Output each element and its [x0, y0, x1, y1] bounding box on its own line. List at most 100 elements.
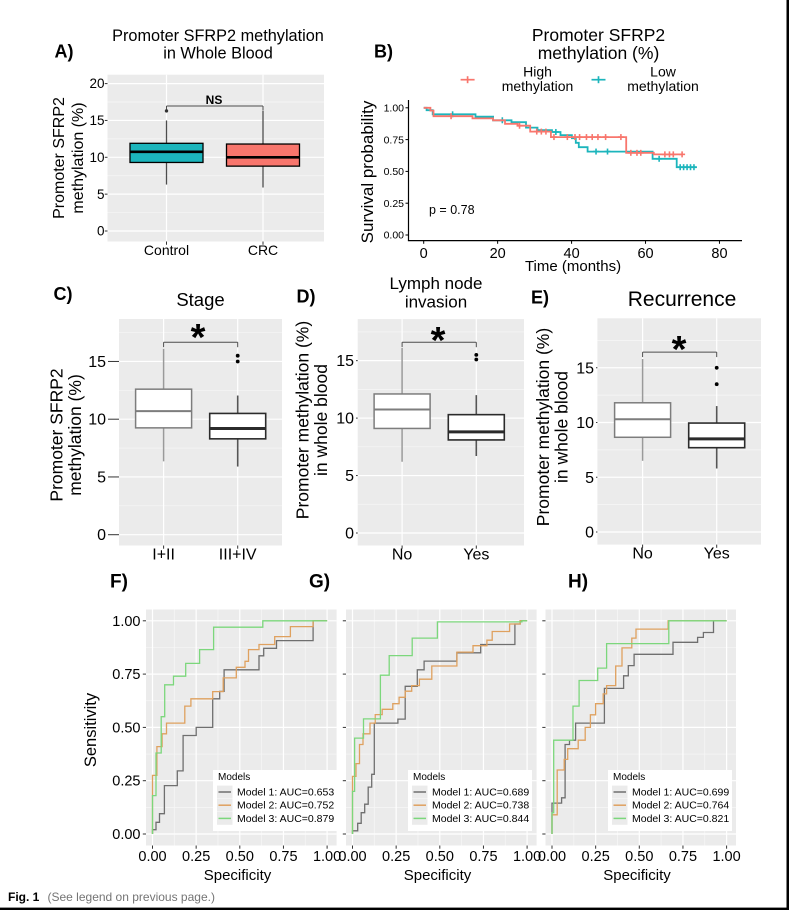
svg-text:10: 10 — [89, 150, 104, 165]
svg-text:*: * — [431, 320, 446, 362]
svg-text:5: 5 — [97, 469, 106, 486]
svg-text:Survival probability: Survival probability — [358, 100, 377, 243]
svg-text:10: 10 — [336, 411, 354, 428]
svg-text:in whole blood: in whole blood — [311, 364, 331, 476]
svg-text:methylation: methylation — [502, 78, 574, 94]
svg-text:B): B) — [374, 42, 393, 62]
svg-text:Fig. 1: Fig. 1 — [8, 890, 40, 904]
svg-text:15: 15 — [576, 360, 594, 377]
svg-text:E): E) — [531, 288, 549, 308]
svg-text:Model 2: AUC=0.764: Model 2: AUC=0.764 — [632, 800, 729, 812]
svg-text:I+II: I+II — [152, 547, 175, 564]
svg-text:10: 10 — [88, 412, 106, 429]
svg-text:Promoter SFRP2: Promoter SFRP2 — [51, 97, 68, 219]
svg-text:15: 15 — [336, 353, 354, 370]
svg-text:F): F) — [110, 572, 128, 593]
svg-text:methylation (%): methylation (%) — [65, 374, 85, 496]
svg-text:Model 1: AUC=0.699: Model 1: AUC=0.699 — [632, 787, 729, 799]
svg-text:0: 0 — [420, 246, 428, 262]
svg-text:Sensitivity: Sensitivity — [82, 692, 100, 767]
svg-text:H): H) — [568, 572, 588, 593]
svg-text:Time (months): Time (months) — [525, 258, 621, 275]
svg-text:invasion: invasion — [405, 293, 467, 312]
svg-text:1.00: 1.00 — [712, 849, 740, 865]
svg-text:5: 5 — [345, 468, 354, 485]
svg-text:1.00: 1.00 — [384, 103, 405, 115]
svg-text:Promoter SFRP2: Promoter SFRP2 — [532, 25, 665, 45]
svg-text:0.50: 0.50 — [226, 849, 254, 865]
svg-text:p = 0.78: p = 0.78 — [429, 203, 475, 217]
svg-text:0.25: 0.25 — [112, 774, 140, 790]
svg-text:0.50: 0.50 — [625, 849, 653, 865]
svg-text:0: 0 — [97, 527, 106, 544]
svg-text:*: * — [672, 329, 687, 371]
svg-text:No: No — [632, 546, 653, 563]
svg-text:0.75: 0.75 — [384, 134, 405, 146]
svg-text:0.00: 0.00 — [538, 849, 566, 865]
svg-text:Model 2: AUC=0.752: Model 2: AUC=0.752 — [237, 800, 334, 812]
svg-text:0.25: 0.25 — [582, 849, 610, 865]
svg-text:Lymph node: Lymph node — [390, 274, 483, 293]
svg-text:Model 3: AUC=0.844: Model 3: AUC=0.844 — [432, 813, 529, 825]
svg-text:NS: NS — [206, 93, 223, 107]
svg-text:0.00: 0.00 — [138, 849, 166, 865]
svg-text:5: 5 — [97, 187, 105, 202]
svg-text:0.00: 0.00 — [338, 849, 366, 865]
svg-text:15: 15 — [88, 354, 106, 371]
svg-text:Models: Models — [218, 772, 250, 783]
svg-text:0.50: 0.50 — [426, 849, 454, 865]
svg-text:15: 15 — [89, 113, 104, 128]
svg-text:Yes: Yes — [463, 547, 489, 564]
svg-text:0.50: 0.50 — [112, 720, 140, 736]
svg-text:0: 0 — [97, 224, 105, 239]
svg-text:No: No — [392, 547, 413, 564]
svg-text:0.25: 0.25 — [384, 198, 405, 210]
svg-text:methylation (%): methylation (%) — [538, 43, 660, 63]
svg-text:Model 2: AUC=0.738: Model 2: AUC=0.738 — [432, 800, 529, 812]
svg-text:0.00: 0.00 — [384, 230, 405, 242]
svg-text:1.00: 1.00 — [112, 614, 140, 630]
svg-text:0.25: 0.25 — [182, 849, 210, 865]
svg-text:0.75: 0.75 — [112, 667, 140, 683]
svg-text:Yes: Yes — [704, 546, 730, 563]
svg-text:0: 0 — [585, 525, 594, 542]
svg-text:G): G) — [309, 572, 330, 593]
svg-text:Low: Low — [650, 64, 677, 80]
svg-text:A): A) — [55, 42, 74, 62]
svg-text:0.50: 0.50 — [384, 166, 405, 178]
svg-text:CRC: CRC — [248, 242, 278, 258]
svg-text:Promoter methylation (%): Promoter methylation (%) — [293, 321, 313, 519]
svg-text:Control: Control — [144, 242, 189, 258]
svg-text:High: High — [523, 64, 552, 80]
svg-text:0.00: 0.00 — [112, 827, 140, 843]
svg-text:Specificity: Specificity — [603, 867, 671, 884]
svg-text:10: 10 — [576, 415, 594, 432]
svg-text:0.25: 0.25 — [382, 849, 410, 865]
svg-text:1.00: 1.00 — [313, 849, 341, 865]
svg-text:III+IV: III+IV — [219, 547, 257, 564]
svg-text:Promoter SFRP2 methylation: Promoter SFRP2 methylation — [112, 27, 324, 45]
svg-text:20: 20 — [490, 246, 506, 262]
svg-text:Promoter SFRP2: Promoter SFRP2 — [47, 368, 67, 501]
svg-text:0: 0 — [345, 526, 354, 543]
svg-text:Model 1: AUC=0.653: Model 1: AUC=0.653 — [237, 787, 334, 799]
svg-text:0.75: 0.75 — [669, 849, 697, 865]
svg-text:0.75: 0.75 — [269, 849, 297, 865]
svg-text:(See legend on previous page.): (See legend on previous page.) — [48, 890, 215, 904]
svg-text:methylation: methylation — [627, 78, 699, 94]
svg-text:40: 40 — [564, 246, 580, 262]
svg-text:Models: Models — [413, 772, 445, 783]
svg-text:C): C) — [54, 284, 73, 304]
svg-text:80: 80 — [711, 246, 727, 262]
svg-text:Models: Models — [613, 772, 645, 783]
svg-text:Specificity: Specificity — [404, 867, 472, 884]
svg-text:in Whole Blood: in Whole Blood — [163, 45, 273, 63]
svg-text:Stage: Stage — [176, 289, 224, 310]
svg-text:Promoter methylation (%): Promoter methylation (%) — [533, 328, 553, 526]
svg-text:*: * — [191, 317, 206, 359]
svg-text:5: 5 — [585, 470, 594, 487]
svg-text:1.00: 1.00 — [513, 849, 541, 865]
svg-text:Recurrence: Recurrence — [628, 288, 737, 311]
svg-text:in whole blood: in whole blood — [552, 371, 572, 483]
svg-text:Model 1: AUC=0.689: Model 1: AUC=0.689 — [432, 787, 529, 799]
